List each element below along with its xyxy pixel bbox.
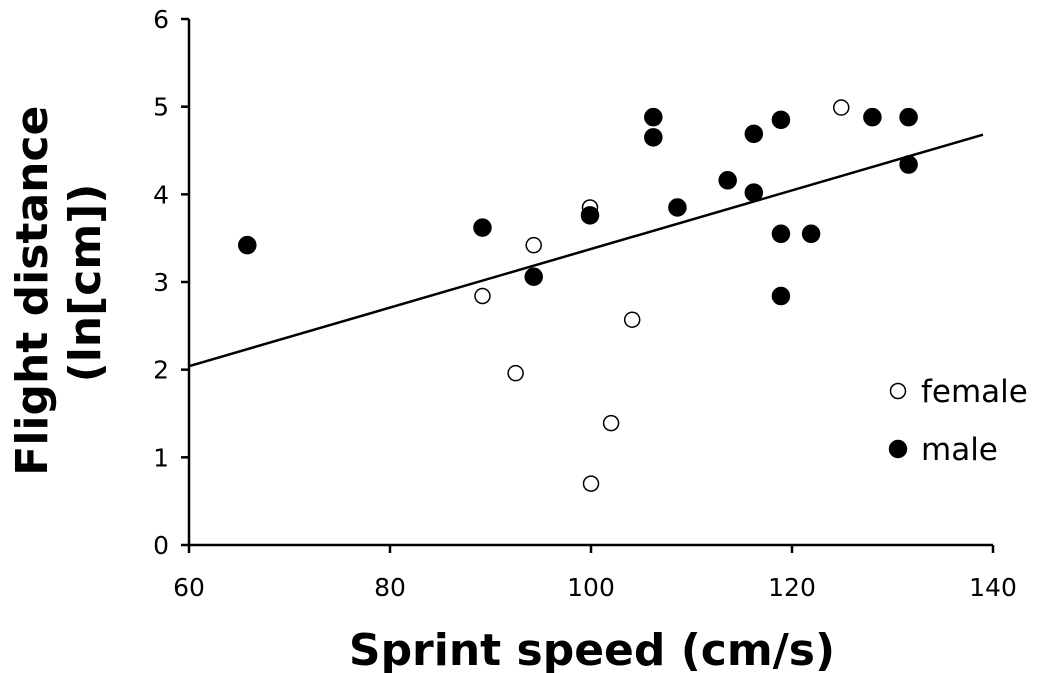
x-tick-label: 80 xyxy=(374,573,406,602)
legend-label-female: female xyxy=(921,374,1028,410)
female-data-point xyxy=(832,99,850,116)
data-points xyxy=(238,99,918,492)
y-axis-title: Flight distance (ln[cm]) xyxy=(7,90,111,475)
male-data-point xyxy=(899,155,918,174)
legend-marker-female xyxy=(889,382,907,400)
female-data-point xyxy=(525,236,542,254)
male-data-point xyxy=(899,107,918,127)
female-data-point xyxy=(582,475,600,492)
male-data-point xyxy=(473,218,492,237)
trendline-group xyxy=(188,133,984,368)
male-data-point xyxy=(580,206,600,225)
male-data-point xyxy=(718,171,737,190)
female-data-point xyxy=(623,311,641,328)
female-data-point xyxy=(507,364,524,382)
male-data-point xyxy=(644,128,663,147)
y-tick-label: 4 xyxy=(153,180,169,209)
male-data-point xyxy=(863,107,882,127)
y-tick-label: 2 xyxy=(153,356,169,385)
y-tick-label: 0 xyxy=(153,531,169,560)
female-data-point xyxy=(474,287,491,305)
female-data-point xyxy=(602,414,620,432)
x-tick-label: 60 xyxy=(173,573,205,602)
male-data-point xyxy=(238,235,257,255)
male-data-point xyxy=(771,110,791,130)
x-tick-label: 120 xyxy=(768,573,816,602)
male-data-point xyxy=(524,267,543,286)
y-tick-label: 3 xyxy=(153,268,169,297)
axes: 0 1 2 3 4 5 6 60 80 100 120 140 xyxy=(153,5,1017,602)
male-data-point xyxy=(771,224,791,244)
y-tick-label: 1 xyxy=(153,443,169,472)
male-data-point xyxy=(801,224,821,244)
y-axis-title-line-2: (ln[cm]) xyxy=(60,184,111,383)
male-data-point xyxy=(744,124,764,144)
male-data-point xyxy=(744,183,764,202)
legend: female male xyxy=(888,374,1028,468)
y-tick-label: 6 xyxy=(153,5,169,34)
male-data-point xyxy=(668,198,687,217)
x-tick-label: 100 xyxy=(567,573,615,602)
y-axis-title-line-1: Flight distance xyxy=(7,106,58,476)
male-data-point xyxy=(644,107,663,127)
x-axis-title: Sprint speed (cm/s) xyxy=(349,625,835,673)
trendline xyxy=(188,133,984,368)
legend-marker-male xyxy=(888,439,908,459)
legend-label-male: male xyxy=(921,432,998,468)
male-data-point xyxy=(771,286,791,306)
y-tick-label: 5 xyxy=(153,93,169,122)
x-tick-label: 140 xyxy=(969,573,1017,602)
